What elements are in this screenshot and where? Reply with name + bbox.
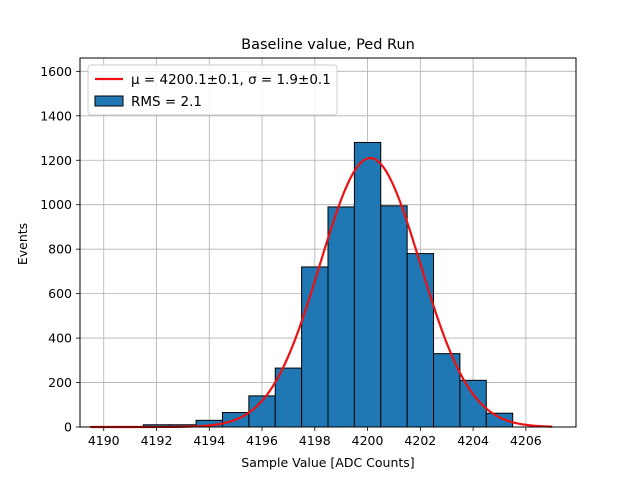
histogram-bar — [380, 205, 408, 428]
axes-frame — [79, 57, 577, 428]
legend-box — [87, 64, 338, 116]
legend-fit-label: μ = 4200.1±0.1, σ = 1.9±0.1 — [131, 72, 331, 88]
y-tick-label: 800 — [48, 242, 72, 257]
histogram-bar — [406, 253, 435, 428]
x-tick-label: 4200 — [352, 433, 384, 448]
y-tick-label: 400 — [48, 331, 72, 346]
legend-histogram-swatch — [94, 95, 124, 107]
plot-area: 4190 4192 4194 4196 4198 4200 4202 4204 4206 0 200… — [40, 57, 577, 448]
histogram-bar — [274, 367, 303, 428]
legend-histogram-label: RMS = 2.1 — [131, 94, 202, 110]
histogram-bar — [353, 141, 382, 428]
x-tick-label: 4206 — [510, 433, 542, 448]
histogram-bar — [327, 206, 355, 428]
y-axis-label: Events — [15, 223, 30, 265]
x-tick-label: 4198 — [299, 433, 331, 448]
x-tick-label: 4196 — [246, 433, 278, 448]
x-tick-label: 4202 — [404, 433, 436, 448]
x-axis-label: Sample Value [ADC Counts] — [241, 455, 414, 470]
x-tick-label: 4204 — [457, 433, 489, 448]
chart-title: Baseline value, Ped Run — [241, 37, 415, 53]
y-tick-label: 1000 — [40, 197, 72, 212]
histogram-bar — [301, 266, 329, 428]
y-tick-label: 1600 — [40, 64, 72, 79]
y-tick-label: 0 — [64, 420, 72, 435]
x-tick-label: 4190 — [88, 433, 120, 448]
y-tick-label: 200 — [48, 375, 72, 390]
y-tick-label: 1200 — [40, 153, 72, 168]
y-tick-label: 600 — [48, 286, 72, 301]
x-tick-label: 4192 — [141, 433, 173, 448]
x-tick-label: 4194 — [193, 433, 225, 448]
y-tick-label: 1400 — [40, 108, 72, 123]
